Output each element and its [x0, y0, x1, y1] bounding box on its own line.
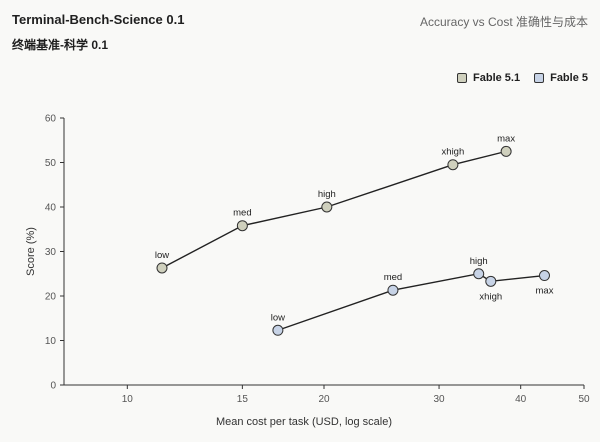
x-tick-label: 40: [515, 394, 527, 405]
x-axis-label: Mean cost per task (USD, log scale): [216, 416, 392, 428]
data-label-xhigh: xhigh: [442, 147, 465, 158]
x-tick-label: 15: [237, 394, 249, 405]
x-tick-label: 10: [122, 394, 134, 405]
data-point-max: [538, 270, 550, 282]
x-tick-label: 50: [578, 394, 590, 405]
data-label-max: max: [497, 133, 515, 144]
x-tick-label: 30: [433, 394, 445, 405]
y-tick-label: 10: [45, 336, 57, 347]
y-tick-label: 50: [45, 158, 57, 169]
legend-label-fable-5: Fable 5: [550, 72, 588, 84]
data-point-low: [272, 324, 284, 336]
data-label-max: max: [536, 286, 554, 297]
data-label-high: high: [470, 256, 488, 267]
y-tick-label: 30: [45, 247, 57, 258]
data-label-med: med: [233, 208, 251, 219]
legend-swatch-fable-5: [534, 73, 545, 83]
y-tick-label: 20: [45, 292, 57, 303]
y-tick-label: 60: [45, 114, 57, 125]
legend-swatch-fable-5-1: [457, 73, 468, 83]
data-label-low: low: [271, 312, 285, 323]
data-label-high: high: [318, 189, 336, 200]
y-tick-label: 0: [50, 381, 56, 392]
series-line-fable-5: [277, 273, 545, 331]
data-point-max: [500, 145, 512, 157]
data-point-high: [473, 268, 485, 280]
data-point-xhigh: [485, 275, 497, 287]
page-title: Terminal-Bench-Science 0.1: [12, 12, 185, 27]
chart-caption: Accuracy vs Cost 准确性与成本: [419, 15, 588, 29]
legend: Fable 5.1 Fable 5: [457, 72, 588, 84]
data-point-low: [156, 262, 168, 274]
y-axis-label: Score (%): [25, 227, 37, 276]
x-tick-label: 20: [318, 394, 330, 405]
data-point-high: [321, 201, 333, 213]
page-subtitle: 终端基准-科学 0.1: [12, 38, 109, 52]
data-label-xhigh: xhigh: [479, 291, 502, 302]
data-point-med: [387, 284, 399, 296]
data-point-med: [236, 220, 248, 232]
legend-item-fable-5-1: Fable 5.1: [457, 72, 520, 84]
legend-label-fable-5-1: Fable 5.1: [473, 72, 521, 84]
data-label-low: low: [155, 250, 169, 261]
y-tick-label: 40: [45, 203, 57, 214]
data-label-med: med: [384, 272, 402, 283]
data-point-xhigh: [447, 159, 459, 171]
legend-item-fable-5: Fable 5: [534, 72, 588, 84]
